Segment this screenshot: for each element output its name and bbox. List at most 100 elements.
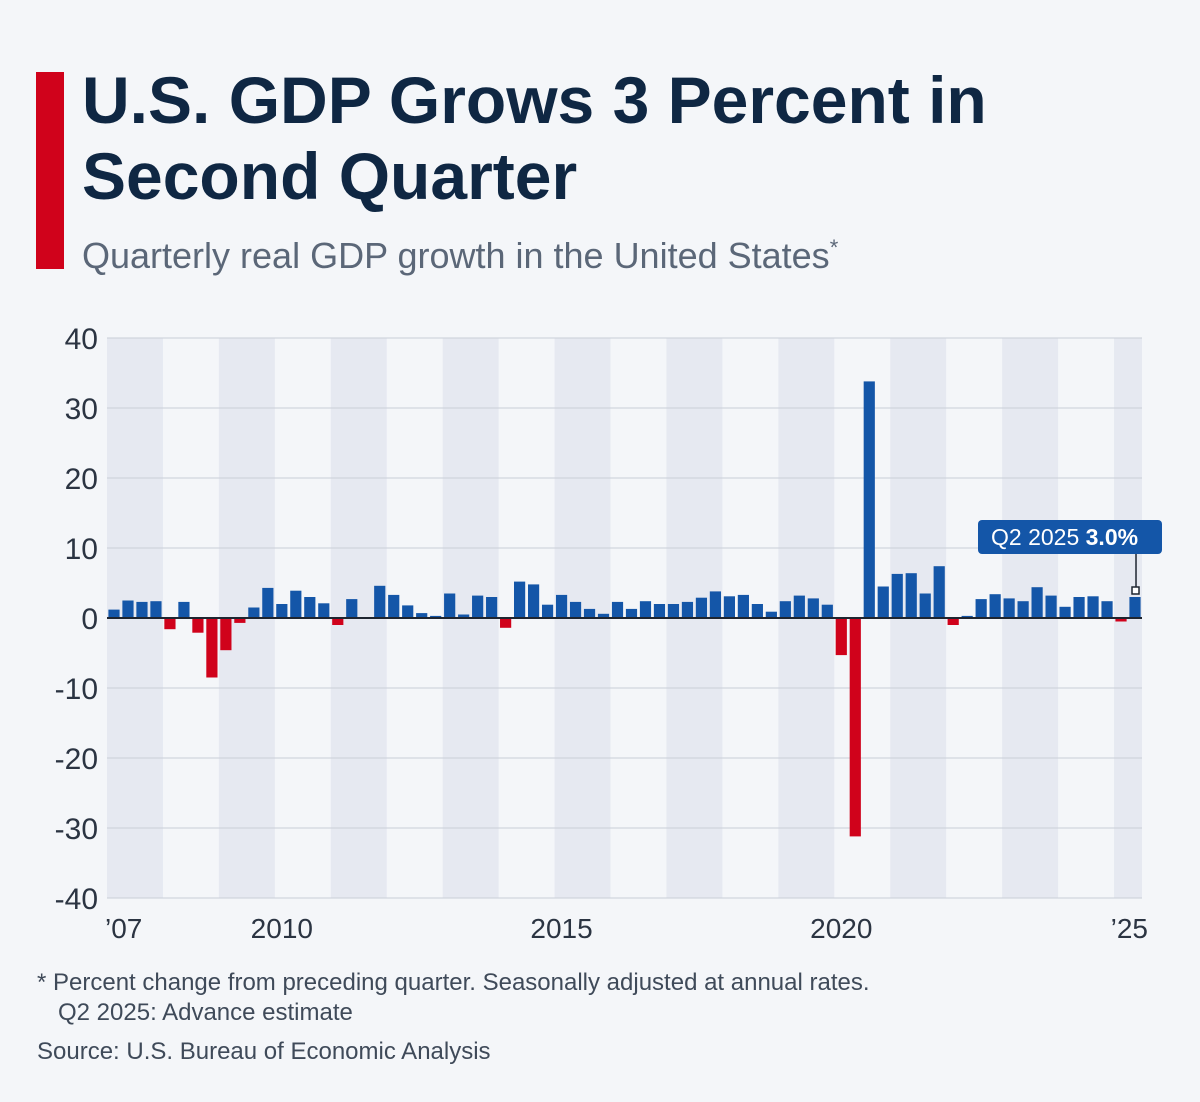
bar-negative — [220, 618, 232, 651]
bar-negative — [849, 618, 861, 837]
highlight-marker — [1131, 586, 1140, 595]
bar-positive — [458, 614, 470, 618]
y-tick-label: 0 — [81, 603, 98, 636]
y-tick-label: 30 — [65, 393, 98, 426]
bar-negative — [947, 618, 959, 625]
subtitle-footnote-mark: * — [829, 235, 839, 260]
bar-positive — [514, 581, 526, 618]
y-tick-label: 10 — [65, 533, 98, 566]
x-tick-label: ’07 — [105, 913, 142, 944]
bar-positive — [863, 381, 875, 618]
bar-positive — [1017, 601, 1029, 618]
highlight-value: 3.0% — [1086, 524, 1138, 550]
bar-positive — [919, 593, 931, 618]
y-tick-label: 20 — [65, 463, 98, 496]
y-tick-label: -10 — [55, 673, 98, 706]
bar-positive — [695, 597, 708, 618]
bar-negative — [206, 618, 218, 678]
x-tick-label: ’25 — [1111, 913, 1148, 944]
bar-positive — [430, 615, 442, 618]
bar-positive — [1073, 597, 1085, 618]
bar-positive — [709, 591, 722, 618]
bar-positive — [807, 598, 819, 618]
bar-positive — [751, 604, 763, 618]
bar-positive — [555, 594, 568, 618]
bar-positive — [961, 615, 973, 618]
subtitle-text: Quarterly real GDP growth in the United … — [82, 235, 830, 276]
bar-positive — [975, 599, 987, 618]
footnote-line-2: Q2 2025: Advance estimate — [58, 999, 353, 1026]
bar-positive — [905, 573, 917, 618]
bar-positive — [346, 599, 358, 618]
x-tick-label: 2010 — [251, 913, 313, 944]
bar-negative — [234, 618, 246, 623]
y-tick-label: -20 — [55, 743, 98, 776]
bar-positive — [318, 603, 330, 618]
footnote-line-1: * Percent change from preceding quarter.… — [37, 969, 870, 996]
bar-positive — [472, 595, 484, 618]
bar-positive — [262, 587, 274, 618]
accent-bar — [36, 72, 64, 269]
bar-positive — [583, 608, 596, 618]
bar-positive — [178, 601, 190, 618]
source-credit: Source: U.S. Bureau of Economic Analysis — [37, 1038, 491, 1065]
highlight-label: Q2 2025 3.0% — [991, 524, 1138, 550]
bar-positive — [793, 595, 805, 618]
bar-positive — [1087, 596, 1099, 618]
bar-positive — [248, 607, 260, 618]
bar-positive — [597, 613, 610, 618]
bar-positive — [108, 609, 120, 618]
bar-positive — [290, 590, 302, 618]
chart-title: U.S. GDP Grows 3 Percent in Second Quart… — [82, 63, 987, 213]
bar-positive — [765, 611, 777, 618]
x-tick-label: 2020 — [810, 913, 872, 944]
bar-positive — [653, 604, 666, 618]
bar-positive — [304, 597, 316, 618]
bar-negative — [835, 618, 847, 656]
bar-positive — [402, 605, 414, 618]
bar-positive — [723, 596, 735, 618]
bar-positive — [541, 604, 554, 618]
bar-negative — [332, 618, 344, 625]
bar-positive — [569, 601, 582, 618]
bar-positive — [1101, 601, 1113, 618]
bar-positive — [779, 601, 791, 618]
bar-negative — [164, 618, 176, 630]
y-tick-label: 40 — [65, 323, 98, 356]
bar-positive — [444, 593, 456, 618]
y-tick-label: -30 — [55, 813, 98, 846]
bar-positive — [611, 601, 624, 618]
bar-negative — [500, 618, 512, 628]
bar-positive — [625, 608, 638, 618]
bar-positive — [877, 586, 889, 618]
bar-positive — [1045, 595, 1057, 618]
bar-positive — [891, 573, 903, 618]
bar-positive — [1031, 587, 1043, 618]
highlight-callout-box — [978, 520, 1162, 554]
x-tick-label: 2015 — [530, 913, 592, 944]
bar-positive — [1059, 606, 1071, 618]
bar-positive — [639, 601, 652, 618]
bar-positive — [933, 566, 945, 618]
bar-positive — [989, 594, 1001, 618]
bar-negative — [1115, 618, 1127, 622]
bar-positive — [667, 604, 680, 618]
y-tick-label: -40 — [55, 883, 98, 916]
bar-positive — [737, 594, 749, 618]
bar-positive — [122, 600, 134, 618]
bar-positive — [136, 601, 148, 618]
bar-positive — [276, 604, 288, 618]
bar-positive — [416, 613, 428, 618]
bar-positive — [486, 597, 498, 618]
bar-positive — [1129, 597, 1141, 618]
bar-negative — [192, 618, 204, 633]
bar-positive — [681, 601, 694, 618]
bar-positive — [1003, 598, 1015, 618]
bar-positive — [527, 584, 540, 618]
bar-positive — [150, 601, 162, 618]
chart-subtitle: Quarterly real GDP growth in the United … — [82, 232, 838, 280]
bar-positive — [388, 594, 400, 618]
bar-positive — [821, 604, 833, 618]
bar-positive — [374, 585, 386, 618]
